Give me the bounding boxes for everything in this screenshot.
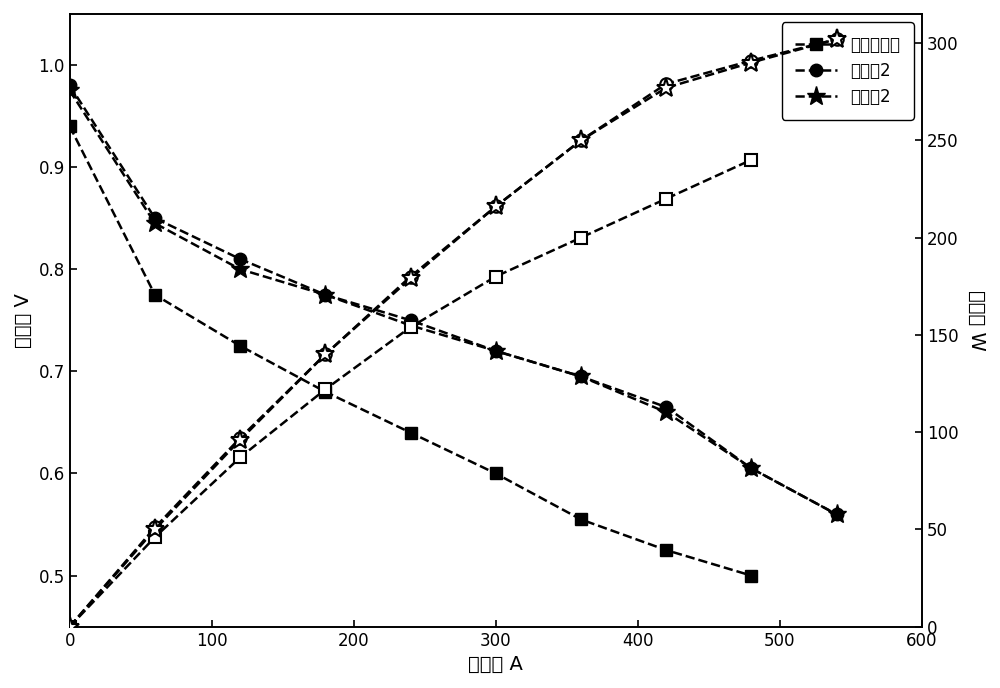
实施例2 [490,347,502,355]
对比例2 [64,87,76,95]
实施例2 [660,403,672,411]
实施例2 [64,81,76,89]
实施例2 [234,255,246,263]
电池活化前 [319,387,331,396]
Line: 对比例2: 对比例2 [60,80,846,524]
电池活化前 [490,469,502,477]
对比例2 [490,347,502,355]
实施例2 [745,464,757,473]
实施例2 [575,372,587,380]
对比例2 [234,265,246,273]
Y-axis label: 电压／ V: 电压／ V [14,293,33,347]
Line: 实施例2: 实施例2 [63,79,843,521]
电池活化前 [745,572,757,580]
电池活化前 [405,429,417,437]
电池活化前 [234,342,246,350]
实施例2 [319,290,331,299]
实施例2 [831,510,843,519]
对比例2 [405,321,417,330]
对比例2 [831,510,843,519]
Y-axis label: 功率／ W: 功率／ W [967,290,986,351]
Legend: 电池活化前, 实施例2, 对比例2: 电池活化前, 实施例2, 对比例2 [782,22,914,120]
对比例2 [149,219,161,228]
对比例2 [660,408,672,416]
电池活化前 [575,515,587,524]
实施例2 [149,214,161,222]
对比例2 [319,290,331,299]
Line: 电池活化前: 电池活化前 [63,120,758,582]
电池活化前 [64,122,76,130]
实施例2 [405,316,417,325]
对比例2 [745,464,757,473]
电池活化前 [660,546,672,555]
对比例2 [575,372,587,380]
X-axis label: 电流／ A: 电流／ A [468,655,523,674]
电池活化前 [149,290,161,299]
